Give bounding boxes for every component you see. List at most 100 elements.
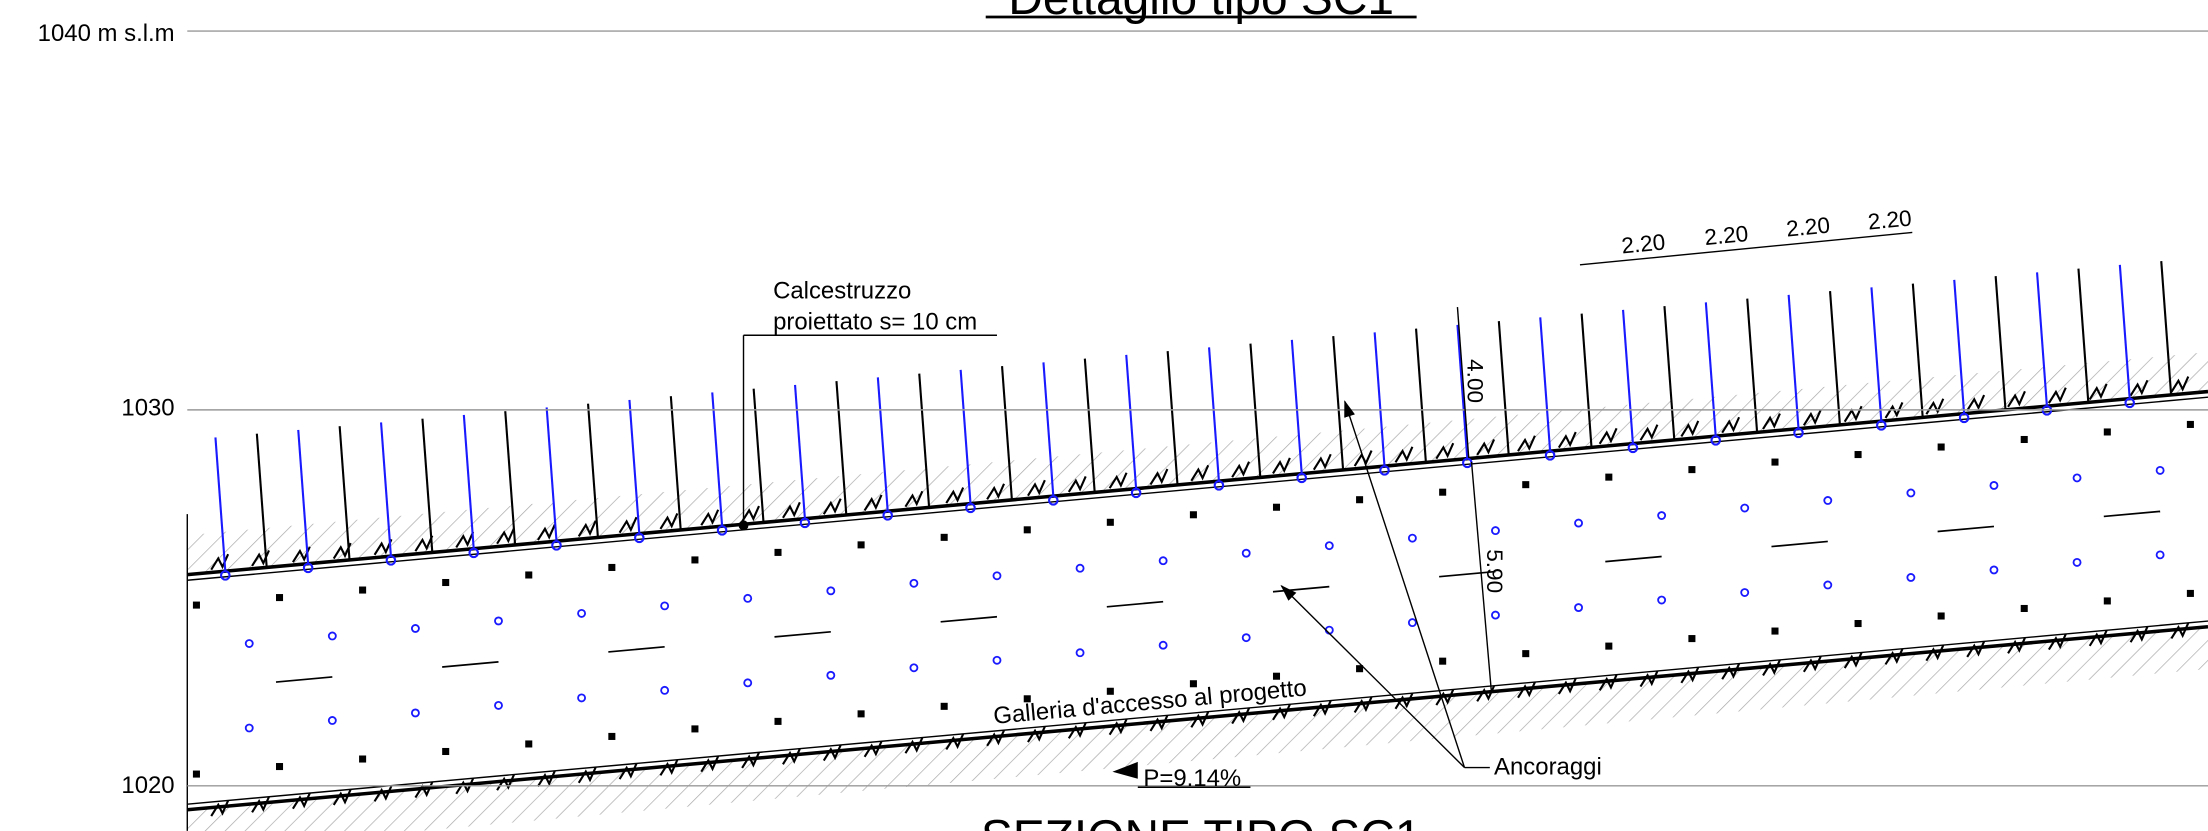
anchor <box>1290 339 1303 474</box>
rock-symbol <box>945 733 965 751</box>
anchor <box>586 403 599 538</box>
anchor <box>1332 336 1345 470</box>
rock-symbol <box>1639 424 1659 441</box>
anchor-head <box>882 510 893 521</box>
aggregate <box>743 593 753 603</box>
aggregate <box>1272 672 1281 680</box>
aggregate <box>743 678 753 688</box>
anchor <box>711 392 724 527</box>
anchor <box>2035 272 2048 407</box>
ground-hatch <box>187 352 2208 575</box>
rock-symbol <box>373 538 393 556</box>
aggregate <box>1688 466 1696 474</box>
rock-symbol <box>2007 390 2026 408</box>
rock-symbol <box>1966 641 1986 658</box>
aggregate <box>577 608 587 618</box>
dimension-label: 2.20 <box>1867 206 1913 235</box>
anchor <box>793 384 806 519</box>
elevation-label: 1030 <box>121 394 174 421</box>
aggregate <box>1823 496 1833 505</box>
rock-symbol <box>292 792 311 810</box>
rock-symbol <box>782 501 801 519</box>
aggregate <box>1356 496 1364 504</box>
rock-symbol <box>2129 379 2149 397</box>
anchor <box>1704 302 1717 437</box>
axis-dash <box>774 630 831 638</box>
anchor-head <box>385 555 397 566</box>
ground-hatch <box>187 626 2208 831</box>
anchor <box>2118 264 2131 399</box>
rock-symbol <box>1476 439 1496 456</box>
dimension-label: 2.20 <box>1620 229 1666 258</box>
rock-symbol <box>1843 652 1863 669</box>
rock-symbol <box>1680 666 1700 684</box>
rock-symbol <box>2047 387 2067 404</box>
aggregate <box>774 717 782 725</box>
rock-symbol <box>1557 678 1577 695</box>
aggregate <box>691 725 699 733</box>
rock-symbol <box>986 483 1005 500</box>
anchor <box>214 437 227 572</box>
aggregate <box>1241 633 1251 643</box>
aggregate <box>691 556 699 564</box>
aggregate <box>327 716 337 725</box>
anchor-head <box>1213 480 1225 491</box>
anchor-head <box>1958 412 1970 424</box>
aggregate <box>1688 635 1696 643</box>
aggregate <box>1407 618 1417 628</box>
aggregate <box>2103 597 2111 605</box>
aggregate <box>2072 557 2082 567</box>
rock-symbol <box>1884 402 1904 419</box>
anchor <box>1497 321 1510 455</box>
anchor <box>1414 328 1427 463</box>
aggregate <box>1272 503 1281 511</box>
aggregate <box>660 685 670 695</box>
aggregate <box>244 723 254 733</box>
anchor-head <box>220 570 231 581</box>
rock-symbol <box>904 737 924 754</box>
rock-symbol <box>1802 655 1822 673</box>
rock-symbol <box>822 744 842 762</box>
rock-symbol <box>1394 446 1414 463</box>
aggregate <box>1771 458 1779 466</box>
anchor <box>379 422 392 557</box>
anchor-head <box>799 517 811 529</box>
aggregate <box>577 693 587 703</box>
section-title: SEZIONE TIPO SC1 <box>981 811 1422 831</box>
aggregate <box>525 571 533 579</box>
rock-symbol <box>1639 670 1659 688</box>
anchor-head <box>1296 472 1307 484</box>
rock-symbol <box>1149 715 1169 732</box>
title: Dettaglio tipo SC1 <box>1008 0 1394 25</box>
aggregate <box>1989 481 1999 490</box>
rock-symbol <box>2007 637 2026 654</box>
aggregate <box>660 601 670 611</box>
aggregate <box>774 548 782 556</box>
dimension-line <box>1456 307 1470 458</box>
aggregate <box>442 578 450 587</box>
anchor-head <box>965 502 976 514</box>
rock-symbol <box>1272 703 1291 721</box>
anchor <box>1787 294 1800 429</box>
aggregate <box>1657 511 1667 520</box>
aggregate <box>359 755 367 763</box>
rock-symbol <box>904 490 924 508</box>
aggregate <box>826 586 836 596</box>
aggregate <box>1522 650 1530 658</box>
rock-symbol <box>2047 633 2067 651</box>
anchor <box>1828 291 1841 425</box>
rock-symbol <box>1721 663 1741 680</box>
aggregate <box>992 655 1002 665</box>
rock-symbol <box>1598 427 1618 445</box>
rock-symbol <box>1108 718 1128 736</box>
anchor-head <box>1130 487 1142 499</box>
aggregate <box>1439 657 1447 665</box>
aggregate <box>1407 533 1417 543</box>
rock-symbol <box>1517 435 1536 452</box>
anchor <box>1911 283 1924 418</box>
rock-symbol <box>2088 383 2108 401</box>
aggregate <box>608 563 616 571</box>
decor <box>186 261 2208 831</box>
rock-symbol <box>945 487 965 504</box>
